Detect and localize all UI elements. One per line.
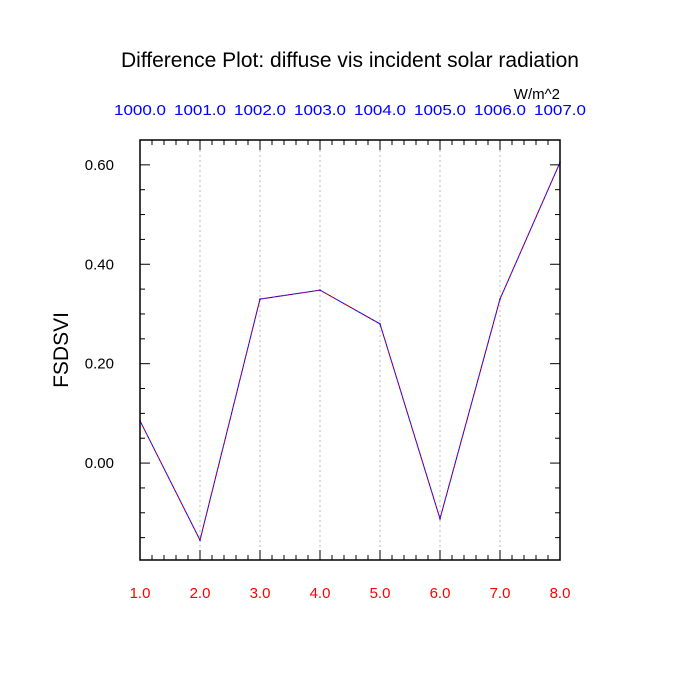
tick-labels: 0.00 0.20 0.40 0.60 1.0 2.0 3.0 4.0 5.0 6.0 7.0 8.0… bbox=[85, 102, 586, 602]
data-point bbox=[259, 298, 261, 300]
y-axis-label: FSDSVI bbox=[50, 312, 73, 388]
axis-ticks bbox=[139, 139, 561, 560]
data-point bbox=[499, 298, 501, 300]
x-tick-label-bottom: 1.0 bbox=[130, 585, 151, 602]
x-tick-label-bottom: 7.0 bbox=[490, 585, 511, 602]
data-point bbox=[199, 539, 201, 541]
plot-frame bbox=[139, 139, 561, 561]
x-tick-label-top: 1001.0 bbox=[174, 102, 226, 119]
x-tick-label-bottom: 2.0 bbox=[190, 585, 211, 602]
x-tick-label-top: 1004.0 bbox=[354, 102, 406, 119]
x-tick-label-top: 1005.0 bbox=[414, 102, 466, 119]
units-label: W/m^2 bbox=[514, 86, 560, 103]
x-tick-label-bottom: 3.0 bbox=[250, 585, 271, 602]
y-tick-label: 0.00 bbox=[85, 455, 114, 472]
y-tick-label: 0.20 bbox=[85, 356, 114, 373]
series-layer bbox=[139, 161, 561, 542]
series-line-dash bbox=[139, 162, 561, 542]
chart-title: Difference Plot: diffuse vis incident so… bbox=[121, 49, 579, 72]
y-tick-label: 0.60 bbox=[85, 157, 114, 174]
x-tick-label-top: 1007.0 bbox=[534, 102, 586, 119]
data-point bbox=[319, 289, 321, 291]
y-tick-label: 0.40 bbox=[85, 256, 114, 273]
gridlines bbox=[199, 140, 501, 560]
data-point bbox=[379, 323, 381, 325]
x-tick-label-bottom: 5.0 bbox=[370, 585, 391, 602]
series-line bbox=[139, 162, 561, 542]
data-point bbox=[439, 517, 441, 520]
x-tick-label-bottom: 4.0 bbox=[310, 585, 331, 602]
x-tick-label-top: 1006.0 bbox=[474, 102, 526, 119]
x-tick-label-bottom: 8.0 bbox=[550, 585, 571, 602]
x-tick-label-top: 1000.0 bbox=[114, 102, 166, 119]
x-tick-label-bottom: 6.0 bbox=[430, 585, 451, 602]
x-tick-label-top: 1003.0 bbox=[294, 102, 346, 119]
x-tick-label-top: 1002.0 bbox=[234, 102, 286, 119]
